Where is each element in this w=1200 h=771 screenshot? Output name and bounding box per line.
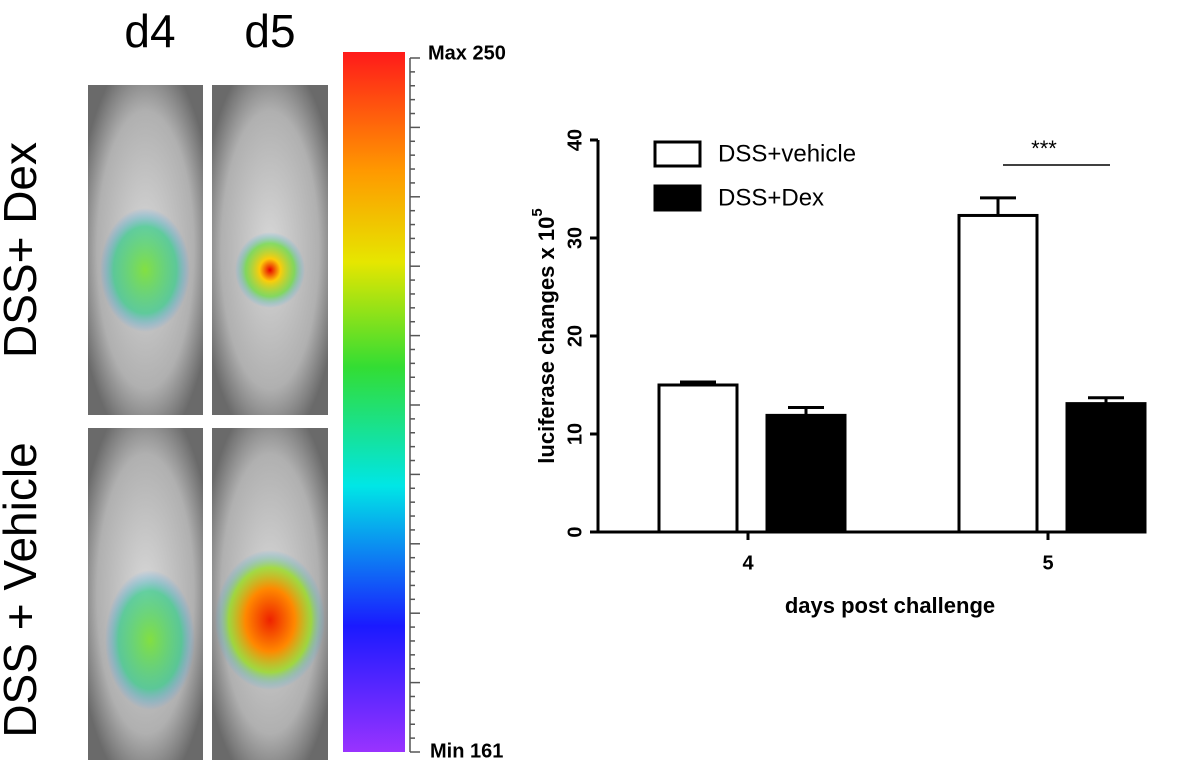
colorbar [343,52,405,752]
legend-swatch [653,140,702,168]
y-label-text: luciferase changes x 10 [534,217,559,464]
y-tick-label: 0 [564,526,586,537]
bar [657,383,739,534]
y-tick-label: 20 [564,325,586,347]
legend-swatch [653,184,702,212]
bar [1065,402,1147,534]
y-label-exponent: 5 [529,208,546,216]
bar [957,213,1039,534]
legend-label: DSS+Dex [718,184,824,211]
row-label: DSS+ Dex [0,142,46,358]
x-tick-label: 5 [1042,552,1053,574]
y-tick-label: 30 [564,227,586,249]
legend-label: DSS+vehicle [718,140,856,167]
mouse-images [88,85,328,760]
bar [765,413,847,534]
y-tick-label: 40 [564,129,586,151]
signal [215,550,325,690]
column-label: d5 [244,5,295,57]
x-axis-label: days post challenge [785,593,995,618]
colorbar-min: Min 161 [430,740,503,762]
signal [105,570,195,710]
annotation: *** [1031,136,1057,161]
y-tick-label: 10 [564,423,586,445]
row-label: DSS + Vehicle [0,442,46,737]
colorbar-max: Max 250 [428,42,506,64]
column-label: d4 [124,5,175,57]
signal [235,232,305,308]
y-axis-label: luciferase changes x 105 [529,208,559,463]
signal [100,208,190,332]
colorbar-scale [409,57,420,753]
x-tick-label: 4 [742,552,754,574]
